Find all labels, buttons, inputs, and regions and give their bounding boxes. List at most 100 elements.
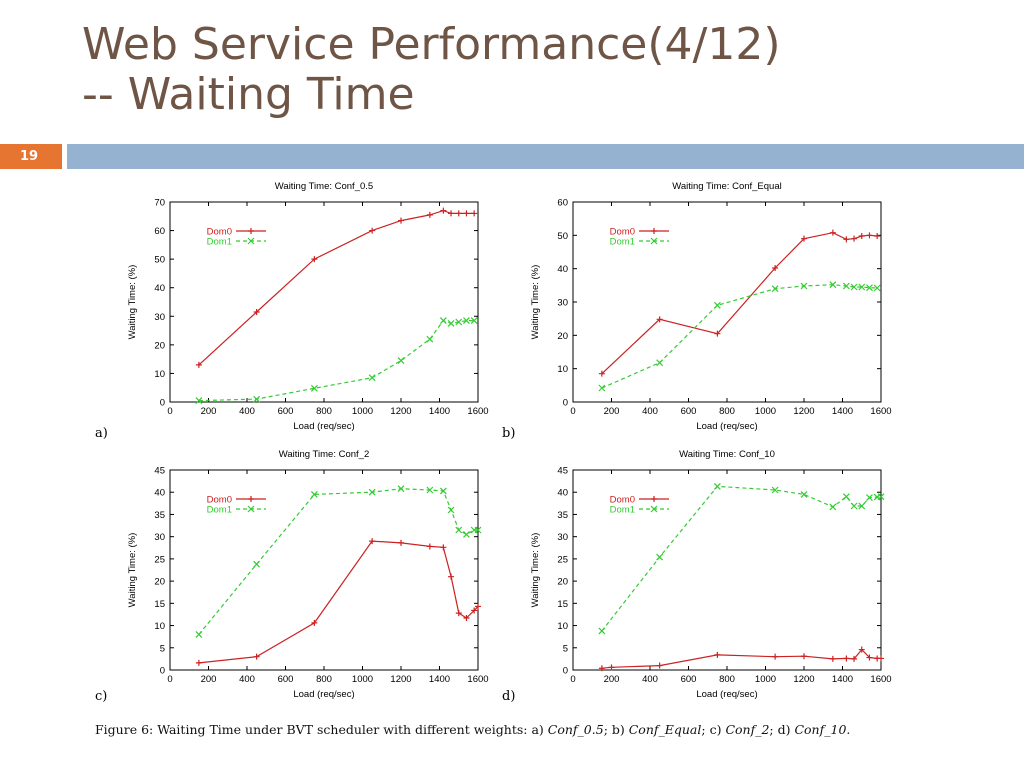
y-axis-label: Waiting Time: (%) <box>530 533 541 608</box>
data-point <box>474 526 482 534</box>
caption-sep-d: ; d) <box>769 722 795 737</box>
data-point <box>447 506 455 514</box>
data-point <box>426 211 433 218</box>
data-point <box>470 317 478 324</box>
y-tick-label: 0 <box>563 398 568 409</box>
data-point <box>253 395 261 403</box>
data-point <box>463 615 470 621</box>
slide-number: 19 <box>0 144 62 169</box>
data-point <box>397 357 405 364</box>
data-point <box>842 493 850 501</box>
legend-marker <box>650 505 658 513</box>
chart-title: Waiting Time: Conf_2 <box>279 449 369 460</box>
y-tick-label: 30 <box>557 298 568 309</box>
legend-marker <box>247 505 255 513</box>
data-point <box>713 301 721 309</box>
data-point <box>850 502 858 510</box>
y-tick-label: 20 <box>154 340 165 351</box>
x-axis-label: Load (req/sec) <box>696 689 757 700</box>
caption-conf-b: Conf_Equal <box>628 722 702 737</box>
data-point <box>195 397 203 404</box>
series-dom1 <box>195 485 482 638</box>
series-line <box>601 284 878 389</box>
header-band <box>67 144 1024 169</box>
chart-panel-4: Waiting Time: Conf_100 200 400 600 800 1000 12… <box>502 449 892 704</box>
x-tick-label: 1600 <box>467 406 488 417</box>
data-point <box>858 502 866 510</box>
y-tick-label: 60 <box>557 198 568 209</box>
x-tick-label: 800 <box>316 406 332 417</box>
data-point <box>455 610 462 617</box>
series-line <box>601 485 882 632</box>
x-tick-label: 200 <box>201 674 217 685</box>
legend-label: Dom1 <box>207 505 232 516</box>
data-point <box>471 607 478 614</box>
data-point <box>771 486 779 494</box>
data-point <box>463 317 470 324</box>
data-point <box>772 265 779 271</box>
data-point <box>195 631 203 638</box>
legend-label: Dom0 <box>610 227 635 238</box>
caption-conf-a: Conf_0.5 <box>547 722 604 737</box>
data-point <box>829 503 837 511</box>
x-axis-label: Load (req/sec) <box>293 689 354 700</box>
x-axis-label: Load (req/sec) <box>696 421 757 432</box>
data-point <box>608 664 615 671</box>
y-axis-label: Waiting Time: (%) <box>530 265 541 340</box>
y-tick-label: 0 <box>160 398 165 409</box>
y-tick-label: 35 <box>154 510 165 521</box>
y-tick-label: 45 <box>557 466 568 477</box>
data-point <box>455 318 463 326</box>
legend-label: Dom1 <box>207 237 232 248</box>
caption-sep-c: ; c) <box>701 722 726 737</box>
caption-conf-c: Conf_2 <box>725 722 770 737</box>
slide-title: Web Service Performance(4/12) -- Waiting… <box>82 20 780 120</box>
x-tick-label: 1200 <box>390 674 411 685</box>
panel-label: b) <box>502 426 515 441</box>
data-point <box>310 491 318 498</box>
series-dom0 <box>598 229 881 377</box>
data-point <box>448 573 455 580</box>
data-point <box>873 284 881 292</box>
data-point <box>800 491 808 498</box>
data-point <box>843 236 850 243</box>
data-point <box>598 370 605 377</box>
data-point <box>426 486 434 494</box>
slide-title-line1: Web Service Performance(4/12) <box>82 19 781 70</box>
x-tick-label: 1600 <box>870 406 891 417</box>
data-point <box>310 384 318 392</box>
data-point <box>311 619 318 626</box>
chart-title: Waiting Time: Conf_Equal <box>672 181 781 192</box>
data-point <box>455 210 462 217</box>
data-point <box>426 335 434 343</box>
y-tick-label: 25 <box>557 554 568 565</box>
legend-marker <box>248 228 254 234</box>
x-tick-label: 1400 <box>429 406 450 417</box>
data-point <box>398 539 404 546</box>
series-line <box>601 232 878 375</box>
x-tick-label: 1000 <box>755 406 776 417</box>
data-point <box>195 361 202 368</box>
data-point <box>439 487 447 495</box>
caption-conf-d: Conf_10 <box>794 722 847 737</box>
data-point <box>440 207 447 214</box>
data-point <box>369 538 376 545</box>
y-tick-label: 50 <box>154 255 165 266</box>
series-dom0 <box>195 538 481 666</box>
x-tick-label: 400 <box>239 674 255 685</box>
chart-title: Waiting Time: Conf_0.5 <box>275 181 373 192</box>
data-point <box>598 384 606 392</box>
data-point <box>471 210 478 217</box>
data-point <box>426 543 433 550</box>
legend-label: Dom0 <box>207 227 232 238</box>
y-tick-label: 30 <box>154 312 165 323</box>
legend-marker <box>651 228 657 234</box>
slide-title-line2: -- Waiting Time <box>82 69 415 120</box>
data-point <box>253 653 260 660</box>
series-dom1 <box>598 483 885 635</box>
y-tick-label: 25 <box>154 554 165 565</box>
series-line <box>198 488 478 635</box>
series-dom0 <box>598 646 884 672</box>
data-point <box>598 627 606 635</box>
